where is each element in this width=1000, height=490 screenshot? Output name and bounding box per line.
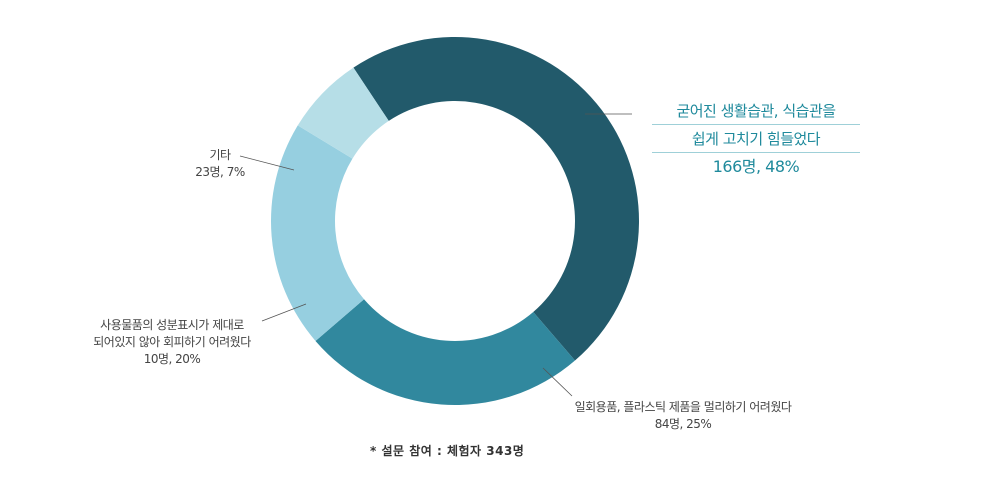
slice-label-habits-divider-2 <box>652 152 860 153</box>
slice-value-disposables: 84명, 25% <box>654 417 712 431</box>
slice-label-habits-line1: 굳어진 생활습관, 식습관을 <box>676 102 836 120</box>
slice-label-habits-divider <box>652 124 860 125</box>
survey-footnote: * 설문 참여 : 체험자 343명 <box>370 444 525 458</box>
donut-slices <box>271 37 639 405</box>
slice-label-other-line1: 기타 <box>209 148 231 162</box>
slice-label-other: 기타 23명, 7% <box>180 147 260 181</box>
slice-label-ingredients-line2: 되어있지 않아 회피하기 어려웠다 <box>93 335 251 349</box>
slice-label-disposables-line1: 일회용품, 플라스틱 제품을 멀리하기 어려웠다 <box>574 400 792 414</box>
slice-other <box>297 67 389 159</box>
leader-line-ingredients <box>261 303 307 322</box>
slice-value-other: 23명, 7% <box>195 165 245 179</box>
slice-label-habits-line2: 쉽게 고치기 힘들었다 <box>691 130 821 148</box>
leader-lines <box>239 113 632 397</box>
leader-line-disposables <box>542 367 573 397</box>
slice-ingredients <box>271 125 365 341</box>
slice-disposables <box>315 299 575 405</box>
slice-label-ingredients: 사용물품의 성분표시가 제대로 되어있지 않아 회피하기 어려웠다 10명, 2… <box>62 317 282 368</box>
slice-value-habits: 166명, 48% <box>712 157 800 176</box>
slice-label-disposables: 일회용품, 플라스틱 제품을 멀리하기 어려웠다 84명, 25% <box>548 399 818 433</box>
slice-label-habits: 굳어진 생활습관, 식습관을 쉽게 고치기 힘들었다 166명, 48% <box>652 100 860 178</box>
slice-label-ingredients-line1: 사용물품의 성분표시가 제대로 <box>100 318 244 332</box>
slice-value-ingredients: 10명, 20% <box>143 352 201 366</box>
leader-line-other <box>239 155 295 171</box>
slice-habits <box>353 37 639 361</box>
